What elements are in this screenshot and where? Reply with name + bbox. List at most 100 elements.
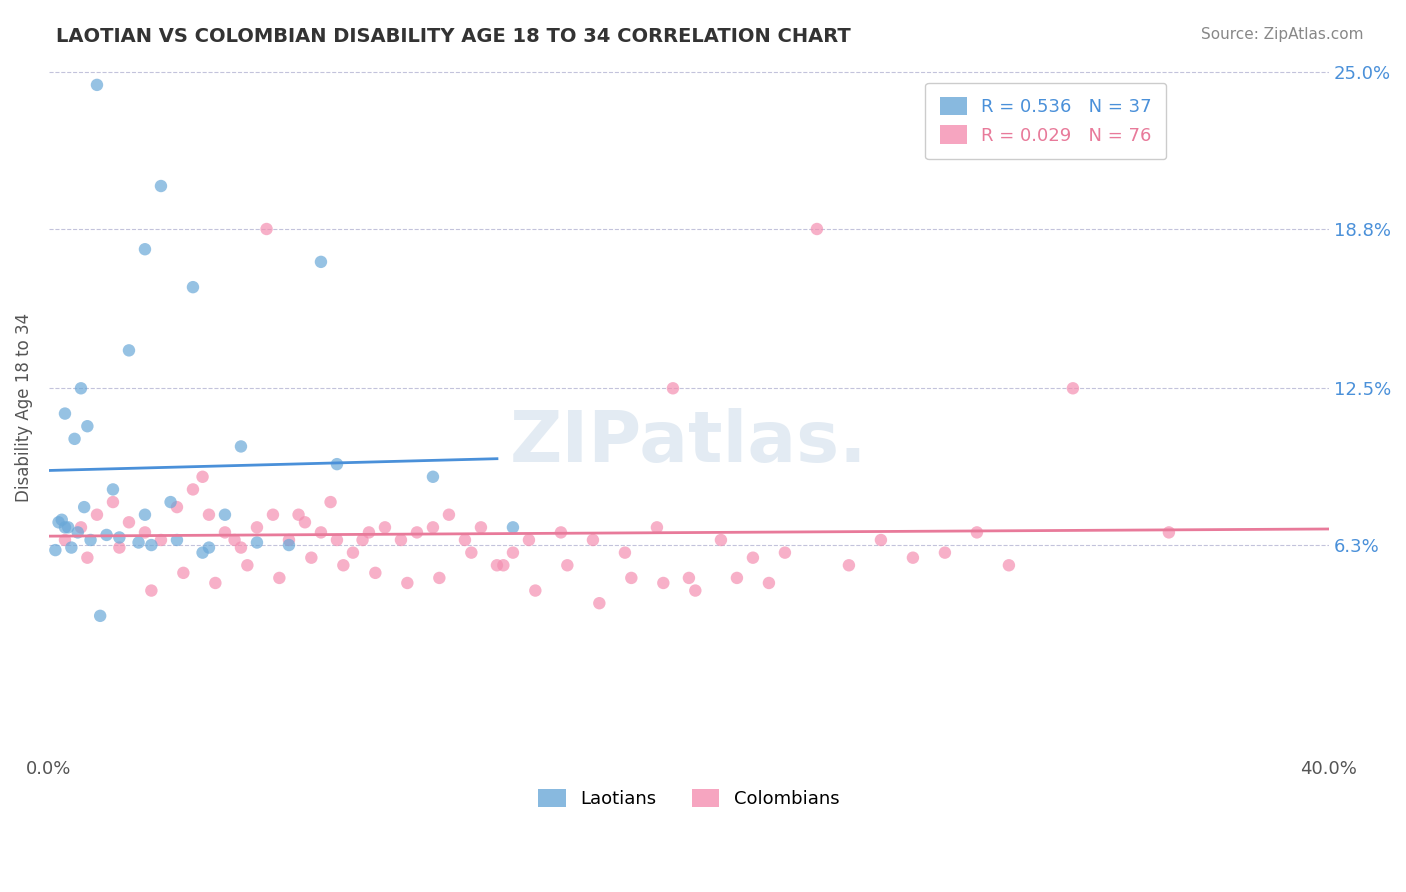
- Point: [427, 571, 450, 585]
- Point: [53, 533, 76, 547]
- Y-axis label: Disability Age 18 to 34: Disability Age 18 to 34: [15, 313, 32, 502]
- Point: [470, 520, 492, 534]
- Point: [198, 508, 221, 522]
- Point: [998, 558, 1021, 573]
- Point: [229, 541, 252, 555]
- Point: [838, 558, 860, 573]
- Point: [51, 513, 73, 527]
- Text: Source: ZipAtlas.com: Source: ZipAtlas.com: [1201, 27, 1364, 42]
- Point: [299, 550, 322, 565]
- Point: [70, 520, 93, 534]
- Point: [66, 525, 89, 540]
- Point: [246, 535, 269, 549]
- Point: [149, 533, 172, 547]
- Point: [524, 583, 547, 598]
- Point: [613, 546, 636, 560]
- Point: [262, 508, 284, 522]
- Point: [406, 525, 429, 540]
- Point: [118, 516, 141, 530]
- Point: [966, 525, 988, 540]
- Point: [294, 516, 316, 530]
- Point: [422, 520, 444, 534]
- Point: [141, 583, 163, 598]
- Point: [198, 541, 221, 555]
- Point: [806, 222, 828, 236]
- Point: [454, 533, 477, 547]
- Point: [374, 520, 396, 534]
- Point: [422, 470, 444, 484]
- Point: [934, 546, 956, 560]
- Point: [128, 535, 150, 549]
- Point: [1062, 381, 1084, 395]
- Point: [236, 558, 259, 573]
- Point: [181, 483, 204, 497]
- Point: [63, 432, 86, 446]
- Point: [332, 558, 354, 573]
- Point: [278, 538, 301, 552]
- Point: [134, 242, 156, 256]
- Text: LAOTIAN VS COLOMBIAN DISABILITY AGE 18 TO 34 CORRELATION CHART: LAOTIAN VS COLOMBIAN DISABILITY AGE 18 T…: [56, 27, 851, 45]
- Point: [357, 525, 380, 540]
- Point: [166, 500, 188, 515]
- Point: [389, 533, 412, 547]
- Point: [550, 525, 572, 540]
- Point: [326, 457, 349, 471]
- Point: [396, 576, 419, 591]
- Point: [352, 533, 374, 547]
- Point: [557, 558, 579, 573]
- Point: [517, 533, 540, 547]
- Point: [492, 558, 515, 573]
- Point: [773, 546, 796, 560]
- Legend: Laotians, Colombians: Laotians, Colombians: [531, 781, 846, 815]
- Point: [214, 508, 236, 522]
- Point: [256, 222, 278, 236]
- Point: [224, 533, 246, 547]
- Point: [662, 381, 685, 395]
- Point: [191, 546, 214, 560]
- Point: [53, 520, 76, 534]
- Point: [364, 566, 387, 580]
- Point: [53, 407, 76, 421]
- Point: [159, 495, 181, 509]
- Point: [166, 533, 188, 547]
- Point: [485, 558, 508, 573]
- Point: [76, 550, 98, 565]
- Point: [678, 571, 700, 585]
- Point: [901, 550, 924, 565]
- Point: [141, 538, 163, 552]
- Point: [73, 500, 96, 515]
- Point: [758, 576, 780, 591]
- Point: [181, 280, 204, 294]
- Point: [742, 550, 765, 565]
- Point: [79, 533, 101, 547]
- Point: [101, 483, 124, 497]
- Point: [44, 543, 66, 558]
- Point: [502, 520, 524, 534]
- Point: [86, 508, 108, 522]
- Point: [725, 571, 748, 585]
- Text: ZIPatlas.: ZIPatlas.: [510, 408, 868, 476]
- Point: [70, 381, 93, 395]
- Point: [870, 533, 893, 547]
- Point: [342, 546, 364, 560]
- Point: [582, 533, 605, 547]
- Point: [89, 608, 111, 623]
- Point: [326, 533, 349, 547]
- Point: [204, 576, 226, 591]
- Point: [118, 343, 141, 358]
- Point: [269, 571, 291, 585]
- Point: [134, 508, 156, 522]
- Point: [108, 541, 131, 555]
- Point: [437, 508, 460, 522]
- Point: [287, 508, 309, 522]
- Point: [502, 546, 524, 560]
- Point: [48, 516, 70, 530]
- Point: [172, 566, 194, 580]
- Point: [246, 520, 269, 534]
- Point: [149, 179, 172, 194]
- Point: [309, 525, 332, 540]
- Point: [96, 528, 118, 542]
- Point: [56, 520, 79, 534]
- Point: [460, 546, 482, 560]
- Point: [108, 531, 131, 545]
